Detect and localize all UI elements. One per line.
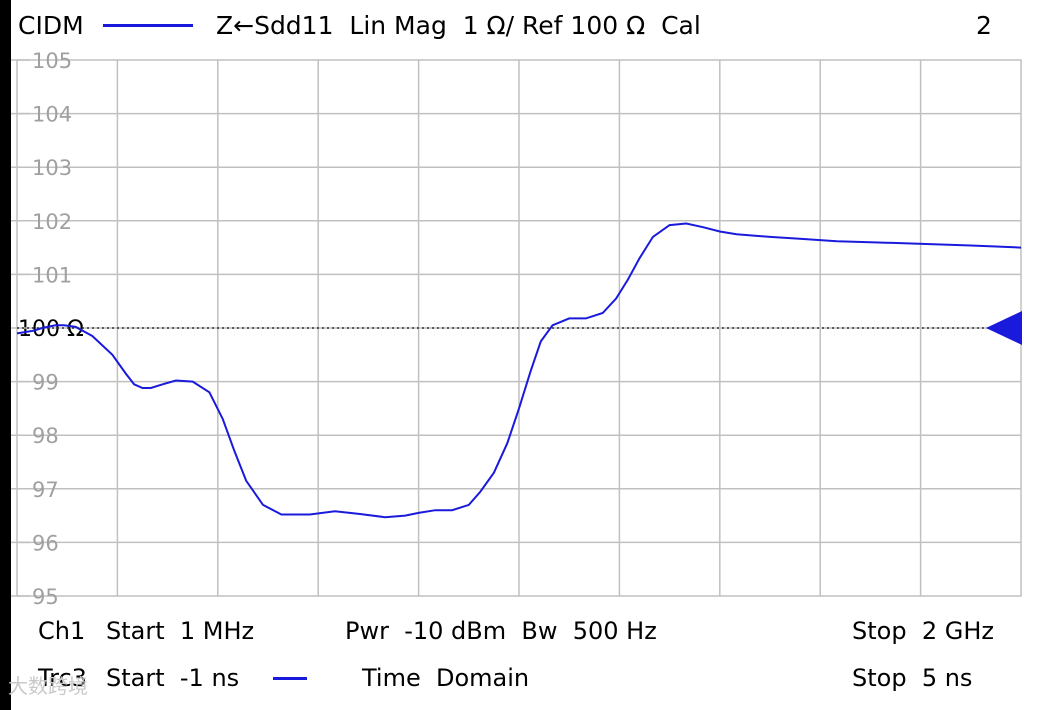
y-tick-label-reference: 100 Ω <box>18 317 84 342</box>
y-tick-label: 101 <box>32 263 72 287</box>
time-domain-label[interactable]: Time Domain <box>362 664 530 692</box>
y-tick-label: 95 <box>32 585 59 609</box>
start-frequency[interactable]: Start 1 MHz <box>106 617 255 645</box>
reference-marker <box>986 311 1022 345</box>
y-tick-label: 102 <box>32 210 72 234</box>
channel-name[interactable]: CIDM <box>18 11 84 40</box>
y-tick-label: 105 <box>32 49 72 73</box>
trace-line <box>16 222 1022 519</box>
stop-frequency[interactable]: Stop 2 GHz <box>852 617 994 645</box>
watermark: 大数跨境 <box>8 674 88 698</box>
y-tick-label: 96 <box>32 531 59 555</box>
y-tick-label: 97 <box>32 478 59 502</box>
channel-label: Ch1 <box>38 617 86 645</box>
y-tick-labels: 105 104 103 102 101 100 Ω 99 98 97 96 95 <box>11 49 84 609</box>
y-tick-label: 104 <box>32 103 72 127</box>
start-time[interactable]: Start -1 ns <box>106 664 240 692</box>
trace-legend-line <box>103 24 193 27</box>
trace-color-swatch <box>273 677 307 680</box>
trace-label: Trc3 <box>38 664 87 692</box>
power-bandwidth[interactable]: Pwr -10 dBm Bw 500 Hz <box>345 617 657 645</box>
trace-description[interactable]: Z←Sdd11 Lin Mag 1 Ω/ Ref 100 Ω Cal <box>216 11 701 40</box>
y-tick-label: 98 <box>32 424 59 448</box>
channel-number: 2 <box>976 11 992 40</box>
stop-time[interactable]: Stop 5 ns <box>852 664 973 692</box>
y-tick-label: 103 <box>32 156 72 180</box>
analyzer-screen <box>11 0 1038 710</box>
y-tick-label: 99 <box>32 371 59 395</box>
